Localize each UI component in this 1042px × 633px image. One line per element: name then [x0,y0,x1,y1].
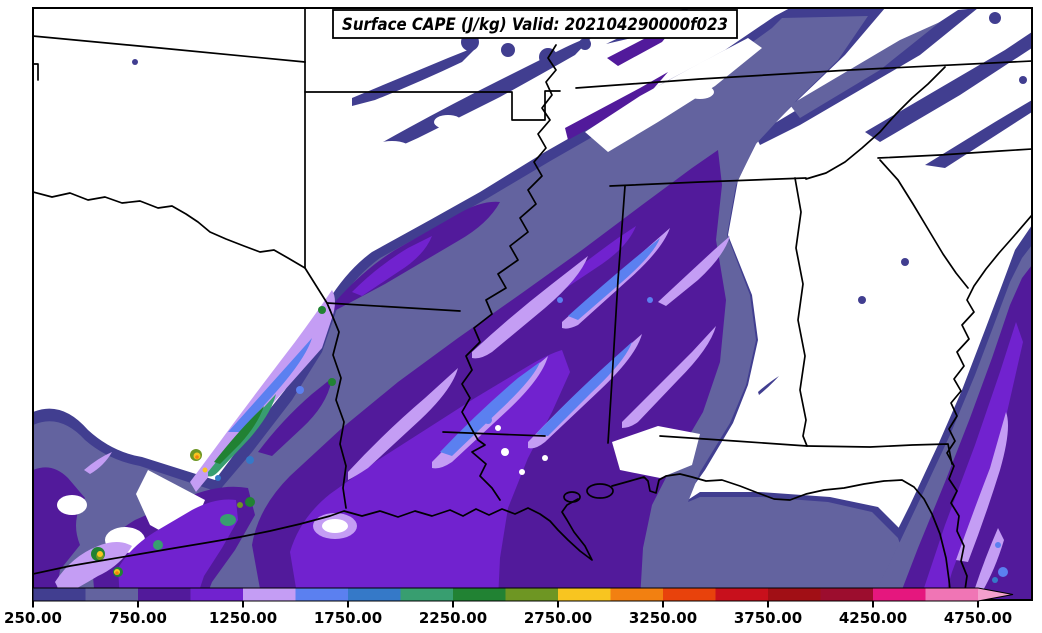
colorbar-swatch [190,588,243,601]
louisiana-mississippi-border [442,431,546,437]
texas-louisiana-border [329,309,347,509]
colorbar-swatch [138,588,191,601]
mississippi-river [461,44,557,501]
colorbar-tick-labels: 250.00 750.00 1250.00 1750.00 2250.00 27… [4,609,1012,627]
tick-label: 3750.00 [734,609,802,627]
alabama-georgia-border [794,177,808,447]
tick-label: 750.00 [109,609,167,627]
lake-pontchartrain [586,483,614,499]
colorbar-swatch [558,588,611,601]
colorbar-swatch [768,588,821,601]
tick-label: 4750.00 [944,609,1012,627]
gulf-coastline-west [34,498,593,575]
kansas-oklahoma-border [34,35,306,63]
lake-maurepas [563,491,581,503]
contour-blob [865,32,1031,142]
contour-blob [258,378,332,456]
lake-holes [322,425,548,533]
tick-label: 3250.00 [629,609,697,627]
state-boundaries [34,9,1031,599]
northcarolina-southcarolina-border [877,148,1031,159]
contour-blob [925,100,1031,168]
colorbar-swatch [400,588,453,601]
contour-blob [758,376,779,395]
contour-blob [920,322,1023,599]
contour-level-3000-group [115,455,199,575]
colorbar-swatch [85,588,138,601]
contour-blob [898,266,1031,599]
tick-label: 4250.00 [839,609,907,627]
tennessee-northcarolina-border [805,66,946,180]
colorbar-outline [32,587,1014,602]
colorbar-swatch [348,588,401,601]
contour-blob [352,46,478,106]
colorbar-swatch [820,588,873,601]
kentucky-tennessee-border [575,60,1031,89]
contour-streak [622,326,716,428]
tick-label: 1750.00 [314,609,382,627]
colorbar-swatch [243,588,296,601]
colorbar-swatch [610,588,663,601]
contour-blob [352,236,432,296]
florida-alabama-border [659,435,808,447]
contour-streak [956,412,1008,562]
colorbar-swatch [873,588,926,601]
tennessee-south-border [609,177,807,187]
tick-label: 1250.00 [209,609,277,627]
red-river-border [34,191,306,269]
colorbar-swatch [295,588,348,601]
contour-streak [84,452,112,474]
title-box: Surface CAPE (J/kg) Valid: 202104290000f… [332,9,738,39]
atlantic-coastline [946,214,1031,599]
contour-streak [214,406,264,464]
colorbar-swatch [453,588,506,601]
tick-label: 2750.00 [524,609,592,627]
contour-streak [658,236,730,306]
contour-streak [55,542,132,596]
contour-level-1750-group [215,456,998,583]
savannah-river-border [879,159,969,289]
contour-blob [565,72,668,140]
contour-streak [190,290,335,492]
colorbar-ticks [32,601,979,608]
tick-label: 250.00 [4,609,62,627]
colorbar-swatch [925,588,978,601]
contour-streak [472,256,588,359]
page-title: Surface CAPE (J/kg) Valid: 202104290000f… [342,15,728,34]
colorbar-swatch [505,588,558,601]
missouri-arkansas-border [304,90,561,121]
colorbar-swatch [663,588,716,601]
cape-contour-field [34,9,1031,599]
arkansas-louisiana-border [326,302,461,312]
colorbar-swatch [33,588,86,601]
contour-streak [348,368,458,480]
contour-streak [568,238,660,320]
gulf-coastline-east [611,473,952,599]
tick-label: 2250.00 [419,609,487,627]
colorbar: 250.00 750.00 1250.00 1750.00 2250.00 27… [4,587,1014,627]
contour-blob [118,499,238,599]
colorbar-swatch [715,588,768,601]
colorbar-extend-arrow [978,588,1013,601]
mississippi-alabama-border [607,185,626,444]
contour-streak [536,342,632,436]
oklahoma-panhandle-edge [34,63,39,81]
